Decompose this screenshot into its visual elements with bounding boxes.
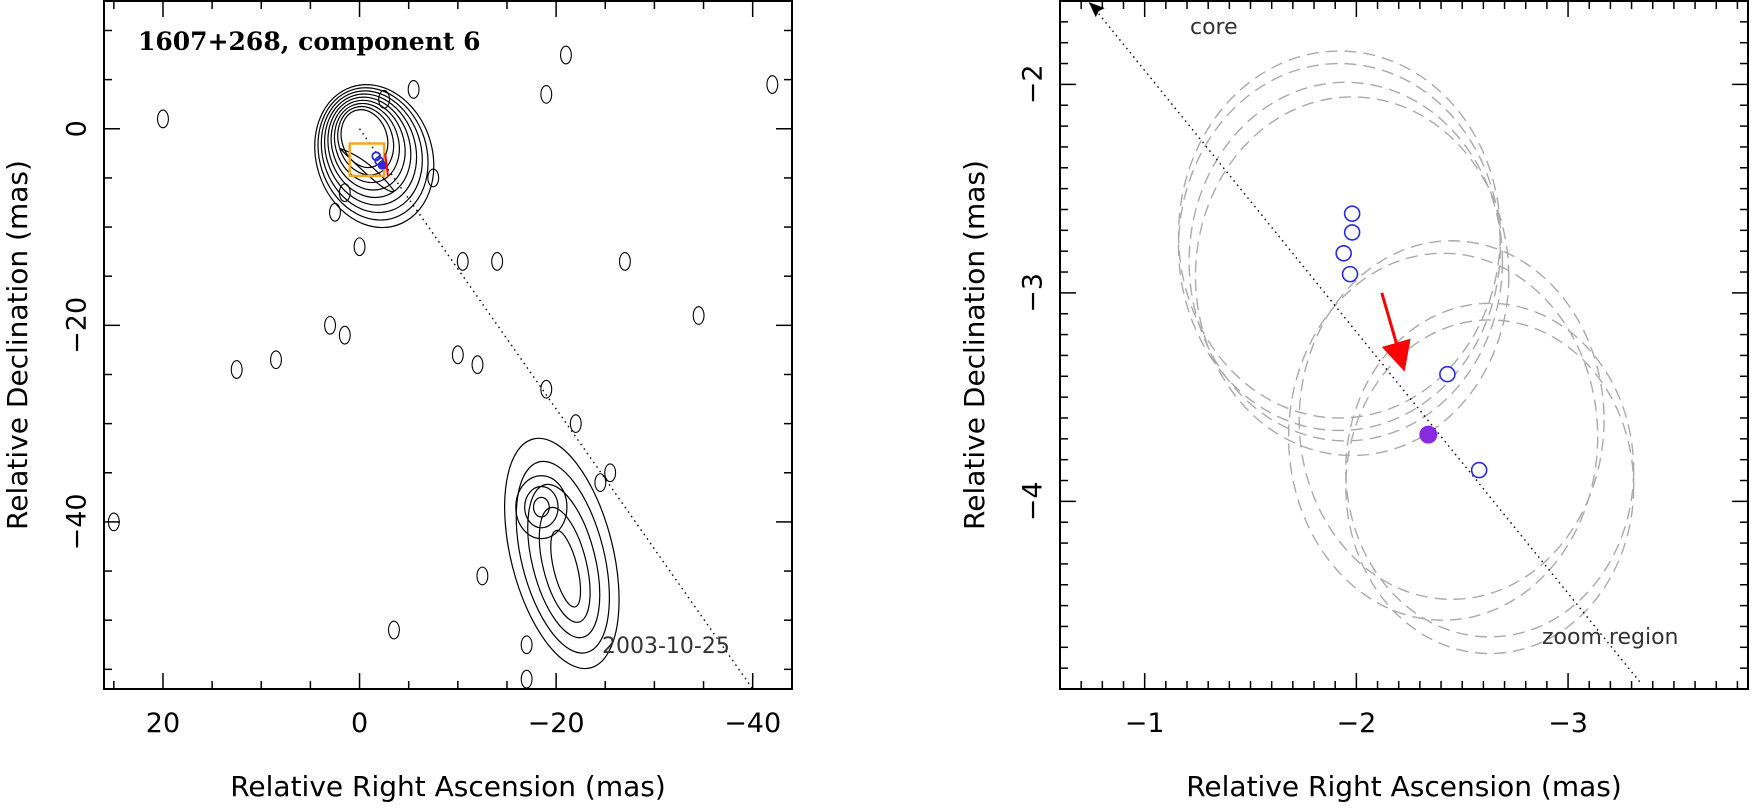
core-contour (317, 87, 429, 221)
open-point (1439, 365, 1456, 383)
noise-contour (427, 168, 440, 188)
noise-contour (604, 463, 617, 483)
noise-contour (559, 45, 572, 65)
right-x-axis-label: Relative Right Ascension (mas) (1186, 770, 1622, 803)
right-panel: −1 −2 −3 −2 −3 −4 core zoom region Relative R… (958, 0, 1749, 803)
component-marker (371, 151, 382, 162)
left-frame (103, 0, 793, 690)
noise-contour (407, 80, 420, 99)
left-y-axis-label: Relative Declination (mas) (1, 160, 34, 530)
core-arrowhead (1088, 2, 1105, 18)
jet-axis-line (1091, 4, 1643, 686)
core-contour (327, 96, 412, 199)
core-contour (340, 109, 389, 169)
error-ellipse (1177, 50, 1502, 419)
right-frame (1059, 0, 1749, 690)
left-panel: 20 0 −20 −40 0 −20 −40 1607+268, component 6 2… (1, 0, 793, 803)
error-ellipse (1287, 252, 1599, 621)
y-tick-label: −40 (61, 493, 92, 550)
error-ellipse (1345, 302, 1635, 638)
noise-contour (520, 669, 533, 689)
component-arrow (384, 153, 390, 178)
x-tick-label: 0 (351, 708, 368, 739)
noise-contour (270, 350, 282, 370)
open-point (1335, 244, 1352, 262)
noise-contour (451, 345, 464, 365)
component-marker-filled (377, 160, 387, 170)
noise-contour (471, 355, 484, 375)
noise-contour (692, 306, 705, 325)
noise-contour (594, 473, 607, 492)
noise-contour (540, 379, 553, 399)
tail-contour (339, 147, 395, 193)
noise-contour (766, 75, 779, 94)
noise-contour (456, 252, 469, 271)
x-tick-label: −40 (724, 708, 781, 739)
x-tick-label: −2 (1336, 708, 1376, 739)
right-y-axis-label: Relative Declination (mas) (958, 160, 991, 530)
lobe-knot-contour (524, 485, 559, 529)
open-point (1343, 224, 1361, 241)
left-date-label: 2003-10-25 (602, 634, 730, 659)
noise-contour (476, 566, 489, 586)
noise-contour (157, 109, 169, 129)
lobe-knot-contour (532, 496, 550, 518)
lobe-contour (504, 437, 620, 670)
noise-contour (378, 89, 391, 109)
jet-axis-line (358, 128, 754, 689)
lobe-contour (527, 483, 601, 639)
noise-contour (338, 325, 351, 345)
left-plot-area (107, 45, 779, 689)
error-ellipse (1177, 62, 1502, 432)
open-point (1470, 461, 1488, 479)
noise-contour (230, 360, 243, 379)
noise-contour (491, 252, 504, 271)
noise-contour (540, 84, 553, 104)
core-contour (330, 99, 406, 191)
y-tick-label: −3 (1017, 273, 1048, 313)
y-tick-label: 0 (61, 120, 92, 137)
error-ellipse (1298, 240, 1605, 601)
error-ellipse (1345, 319, 1635, 655)
lobe-contour (550, 529, 582, 608)
right-plot-area (1088, 2, 1643, 686)
noise-contour (329, 202, 341, 222)
right-ticks: −1 −2 −3 −2 −3 −4 (1017, 0, 1748, 739)
left-x-axis-label: Relative Right Ascension (mas) (230, 770, 666, 803)
core-label: core (1190, 15, 1238, 40)
left-ticks: 20 0 −20 −40 0 −20 −40 (61, 1, 792, 739)
lobe-contour (538, 506, 591, 623)
error-ellipse (1194, 96, 1510, 457)
core-contour (314, 84, 435, 229)
error-ellipse (1188, 81, 1504, 442)
filled-point (1419, 425, 1438, 444)
noise-contour (338, 183, 351, 203)
y-tick-label: −20 (61, 297, 92, 354)
noise-contour (353, 237, 366, 257)
x-tick-label: −1 (1125, 708, 1165, 739)
y-tick-label: −2 (1017, 64, 1048, 104)
x-tick-label: −20 (528, 708, 585, 739)
core-contour (333, 102, 400, 184)
noise-contour (569, 414, 582, 434)
noise-contour (520, 635, 533, 655)
zoom-box (348, 142, 386, 178)
y-tick-label: −4 (1017, 481, 1048, 521)
noise-contour (387, 620, 400, 640)
open-point (1341, 265, 1359, 283)
zoom-region-label: zoom region (1542, 625, 1678, 650)
noise-contour (618, 252, 631, 271)
core-contour (320, 90, 423, 214)
lobe-contour (515, 460, 610, 654)
lobe-knot-contour (515, 475, 568, 540)
x-tick-label: 20 (146, 708, 180, 739)
noise-contour (324, 315, 337, 335)
left-chart-title: 1607+268, component 6 (138, 27, 481, 56)
open-point (1343, 205, 1361, 222)
core-contour (324, 93, 418, 206)
x-tick-label: −3 (1548, 708, 1588, 739)
velocity-arrow (1380, 292, 1411, 372)
